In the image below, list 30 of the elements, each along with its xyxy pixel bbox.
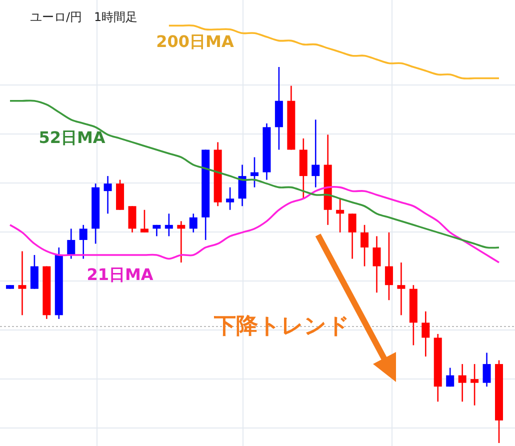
candlestick [446,367,454,388]
candlestick [384,232,393,301]
annotation: 下降トレンド [213,314,350,339]
candlestick [482,352,491,388]
candlestick [226,186,234,211]
series-label: 52日MA [38,128,106,147]
chart-title: ユーロ/円 1時間足 [30,10,138,24]
candlestick [30,254,38,290]
candlestick [458,363,466,402]
candlestick [67,228,76,260]
candlestick [164,212,173,237]
candlestick [336,198,344,234]
candlestick [18,250,26,316]
candlestick [348,212,356,260]
candlestick [128,205,136,234]
candlestick [238,164,246,207]
candlestick [104,175,112,214]
candlestick [397,262,406,316]
candlestick [177,220,186,264]
candlestick [79,224,88,260]
candlestick [372,236,381,294]
series-label: 21日MA [86,265,154,284]
candlestick [422,310,430,358]
candlestick [360,224,369,267]
candlestick [470,363,479,406]
candlestick [312,118,320,188]
series-label: 200日MA [156,32,234,51]
candlestick [189,212,198,234]
candlestick [250,156,258,188]
candlestick [140,209,148,234]
